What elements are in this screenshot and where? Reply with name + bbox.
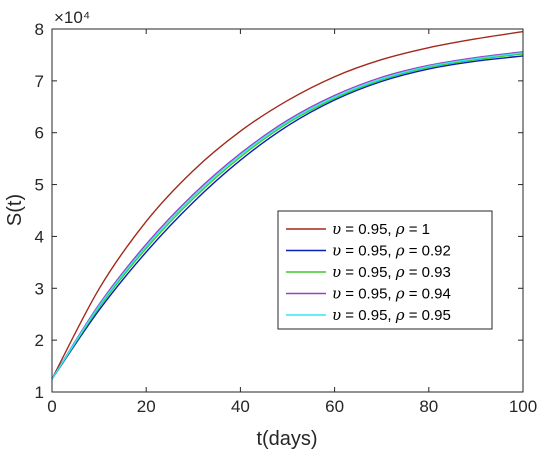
legend-entry: υ = 0.95, ρ = 0.93 [332, 263, 451, 281]
series-line-3 [51, 53, 524, 380]
x-tick-label: 80 [419, 397, 438, 416]
x-tick-label: 20 [137, 397, 156, 416]
series-layer [51, 30, 524, 380]
x-tick-label: 40 [231, 397, 250, 416]
legend-entry: υ = 0.95, ρ = 0.95 [332, 306, 451, 324]
y-scale-label: ×10⁴ [54, 8, 90, 27]
y-tick-label: 7 [35, 72, 44, 91]
legend-box [277, 210, 493, 330]
x-tick-label: 60 [325, 397, 344, 416]
y-tick-label: 3 [35, 279, 44, 298]
y-tick-label: 2 [35, 331, 44, 350]
series-line-2 [51, 55, 524, 380]
x-axis-label: t(days) [256, 428, 317, 450]
y-axis: 1 2 3 4 5 6 7 8 [35, 20, 523, 402]
x-tick-label: 100 [509, 397, 537, 416]
plot-frame [51, 28, 524, 393]
y-tick-label: 6 [35, 124, 44, 143]
x-axis: 0 20 40 60 80 100 [47, 29, 537, 416]
legend-entry: υ = 0.95, ρ = 0.94 [332, 285, 451, 303]
legend-entry: υ = 0.95, ρ = 1 [332, 220, 430, 238]
y-tick-label: 1 [35, 383, 44, 402]
y-axis-label: S(t) [4, 194, 26, 226]
y-tick-label: 5 [35, 176, 44, 195]
series-line-4 [51, 51, 524, 380]
y-tick-label: 4 [35, 227, 44, 246]
series-line-5 [51, 52, 524, 380]
x-tick-label: 0 [47, 397, 56, 416]
legend: υ = 0.95, ρ = 1 υ = 0.95, ρ = 0.92 υ = 0.9… [277, 210, 493, 330]
legend-entry: υ = 0.95, ρ = 0.92 [332, 242, 451, 260]
y-tick-label: 8 [35, 20, 44, 39]
series-line-1 [51, 30, 524, 380]
